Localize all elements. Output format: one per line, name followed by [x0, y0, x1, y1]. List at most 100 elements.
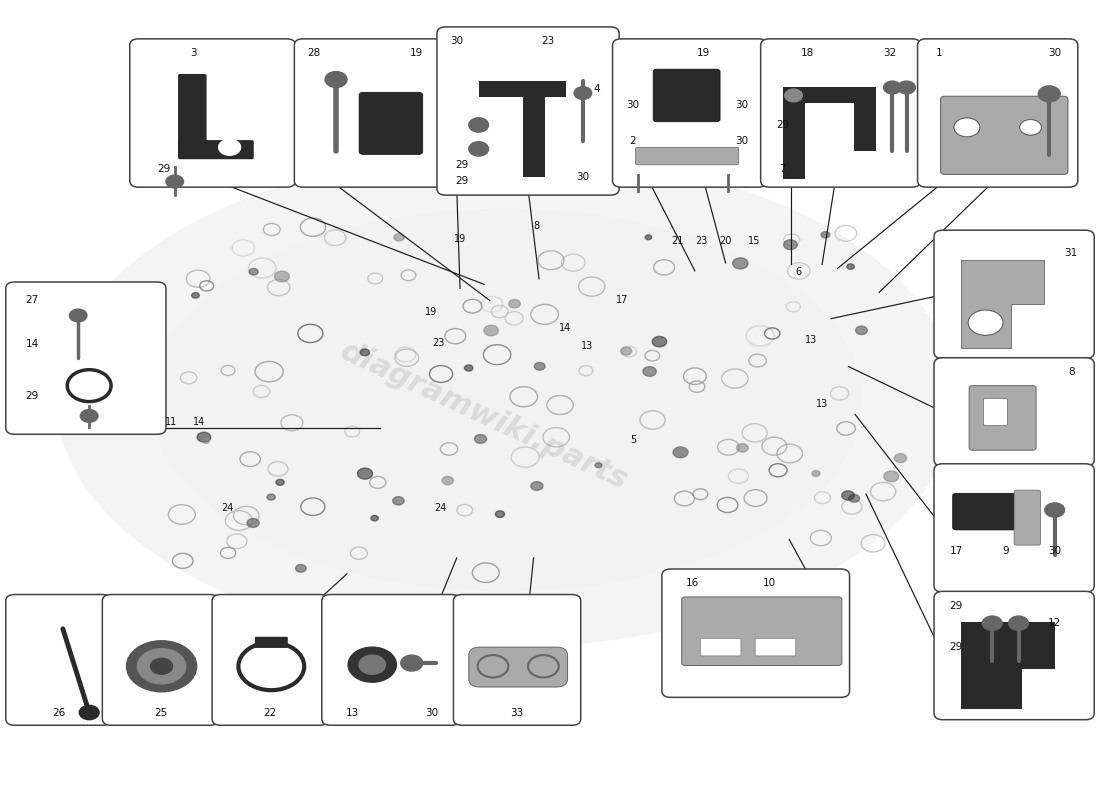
Text: 23: 23	[541, 36, 554, 46]
Text: diagramwiki.parts: diagramwiki.parts	[336, 337, 632, 495]
Circle shape	[469, 118, 488, 132]
Text: 17: 17	[616, 295, 628, 306]
Text: 8: 8	[1068, 367, 1075, 377]
Circle shape	[508, 299, 520, 308]
Circle shape	[620, 347, 631, 355]
Polygon shape	[961, 622, 1055, 710]
Text: 16: 16	[686, 578, 700, 588]
Text: 12: 12	[1048, 618, 1062, 628]
Text: 13: 13	[581, 341, 593, 350]
Circle shape	[267, 494, 275, 500]
Text: 19: 19	[454, 234, 466, 244]
Circle shape	[359, 655, 385, 674]
FancyBboxPatch shape	[701, 638, 741, 656]
Text: 17: 17	[949, 546, 962, 557]
Circle shape	[371, 515, 378, 521]
Circle shape	[249, 268, 258, 275]
Text: 29: 29	[949, 642, 962, 652]
Text: 4: 4	[594, 84, 601, 94]
Text: 13: 13	[345, 707, 359, 718]
Text: 29: 29	[455, 160, 469, 170]
Text: 18: 18	[801, 48, 814, 58]
Circle shape	[274, 271, 289, 282]
Text: 10: 10	[763, 578, 776, 588]
Text: 6: 6	[795, 267, 801, 278]
Text: 29: 29	[455, 176, 469, 186]
Text: 30: 30	[450, 36, 463, 46]
Text: 19: 19	[426, 307, 438, 318]
FancyBboxPatch shape	[453, 594, 581, 726]
Circle shape	[856, 326, 867, 334]
FancyBboxPatch shape	[6, 594, 111, 726]
Circle shape	[360, 349, 370, 356]
Circle shape	[673, 447, 688, 458]
Circle shape	[197, 432, 211, 442]
Circle shape	[138, 649, 186, 684]
FancyBboxPatch shape	[934, 230, 1094, 358]
Circle shape	[652, 336, 667, 347]
FancyBboxPatch shape	[359, 92, 422, 154]
FancyBboxPatch shape	[212, 594, 329, 726]
Text: 30: 30	[736, 100, 749, 110]
Circle shape	[474, 434, 486, 443]
FancyBboxPatch shape	[613, 39, 767, 187]
Circle shape	[348, 647, 396, 682]
FancyBboxPatch shape	[934, 464, 1094, 592]
Circle shape	[166, 175, 184, 188]
Text: 19: 19	[697, 48, 711, 58]
Polygon shape	[478, 81, 566, 177]
Circle shape	[495, 511, 505, 518]
Circle shape	[535, 362, 546, 370]
Polygon shape	[782, 87, 876, 179]
Circle shape	[982, 616, 1002, 630]
Circle shape	[79, 706, 99, 720]
Text: 15: 15	[748, 235, 760, 246]
Text: 27: 27	[25, 295, 39, 306]
Circle shape	[296, 565, 306, 572]
FancyBboxPatch shape	[917, 39, 1078, 187]
FancyBboxPatch shape	[469, 647, 568, 687]
Circle shape	[642, 366, 657, 376]
FancyBboxPatch shape	[295, 39, 443, 187]
Circle shape	[954, 118, 980, 137]
Text: 1: 1	[936, 48, 943, 58]
Circle shape	[484, 326, 498, 336]
Circle shape	[442, 477, 453, 485]
Circle shape	[812, 470, 820, 477]
Text: 9: 9	[1002, 546, 1009, 557]
Text: 30: 30	[1048, 546, 1062, 557]
Circle shape	[898, 81, 915, 94]
Circle shape	[191, 293, 199, 298]
FancyBboxPatch shape	[983, 398, 1008, 426]
Circle shape	[821, 232, 829, 238]
Text: 28: 28	[308, 48, 321, 58]
Circle shape	[733, 258, 748, 269]
Text: 29: 29	[25, 391, 39, 401]
FancyBboxPatch shape	[322, 594, 460, 726]
FancyBboxPatch shape	[761, 39, 921, 187]
FancyBboxPatch shape	[102, 594, 219, 726]
Text: 30: 30	[736, 136, 749, 146]
Circle shape	[69, 309, 87, 322]
Circle shape	[737, 444, 748, 452]
Text: 30: 30	[576, 172, 590, 182]
Circle shape	[400, 655, 422, 671]
Circle shape	[574, 86, 592, 99]
Circle shape	[358, 468, 373, 479]
Circle shape	[80, 410, 98, 422]
Text: 29: 29	[157, 164, 170, 174]
Ellipse shape	[150, 209, 862, 591]
Text: 26: 26	[52, 707, 65, 718]
Text: 22: 22	[264, 707, 277, 718]
Text: 19: 19	[409, 48, 422, 58]
Circle shape	[883, 81, 901, 94]
FancyBboxPatch shape	[953, 494, 1020, 530]
Text: 5: 5	[630, 435, 637, 445]
Circle shape	[784, 89, 802, 102]
FancyBboxPatch shape	[756, 638, 795, 656]
Circle shape	[894, 454, 906, 462]
Circle shape	[202, 438, 209, 443]
Text: 32: 32	[883, 48, 896, 58]
Text: 33: 33	[510, 707, 524, 718]
Circle shape	[595, 463, 602, 468]
